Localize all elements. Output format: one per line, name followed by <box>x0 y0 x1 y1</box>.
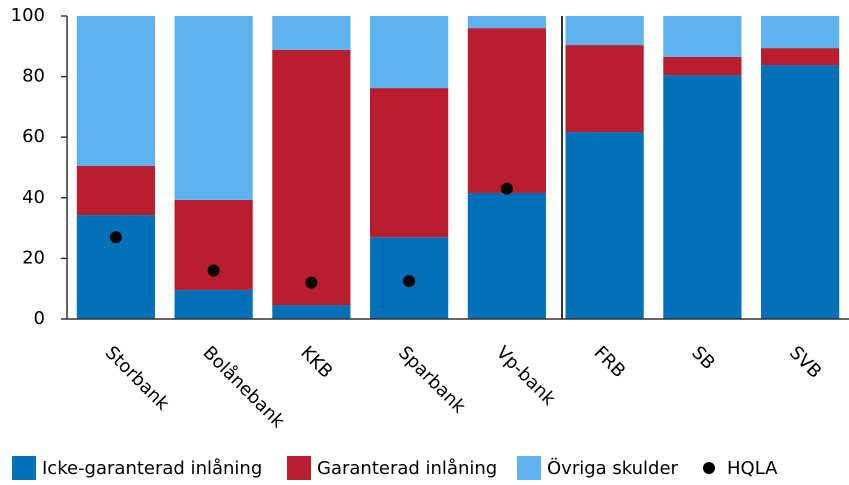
x-tick-label: FRB <box>590 342 630 382</box>
bar-segment <box>174 289 253 319</box>
x-tick-label: SVB <box>785 342 825 382</box>
x-tick-label: Bolånebank <box>199 342 289 432</box>
bar-segment <box>174 16 253 200</box>
bar-segment <box>761 16 840 49</box>
legend-label: Övriga skulder <box>547 457 679 479</box>
bar-segment <box>370 16 449 89</box>
bar-segment <box>565 132 644 319</box>
bar-segment <box>565 45 644 133</box>
bar-segment <box>370 88 449 238</box>
legend-label: Icke-garanterad inlåning <box>42 458 262 479</box>
bar-segment <box>272 305 351 319</box>
x-tick-label: KKB <box>296 342 336 382</box>
legend-label: HQLA <box>727 458 778 479</box>
bar-segment <box>761 48 840 66</box>
y-tick-label: 80 <box>22 66 45 87</box>
hqla-point <box>403 275 416 288</box>
bar-segment <box>467 28 546 193</box>
x-tick-label: Sparbank <box>394 342 470 418</box>
bar-segment <box>467 192 546 319</box>
y-tick-label: 100 <box>11 5 45 26</box>
bar-segment <box>663 56 742 76</box>
legend-swatch <box>12 456 36 480</box>
legend-swatch <box>517 456 541 480</box>
legend-label: Garanterad inlåning <box>317 458 497 479</box>
hqla-point <box>305 276 318 289</box>
bar-segment <box>76 215 155 319</box>
legend-swatch <box>703 462 715 474</box>
x-tick-label: Storbank <box>101 342 174 415</box>
x-tick-label: SB <box>687 342 719 374</box>
bar-segment <box>272 16 351 50</box>
bar-segment <box>565 16 644 46</box>
y-tick-label: 40 <box>22 187 45 208</box>
y-tick-label: 60 <box>22 126 45 147</box>
bar-segment <box>76 165 155 216</box>
legend-swatch <box>287 456 311 480</box>
x-tick-label: Vp-bank <box>492 342 560 410</box>
bar-segment <box>663 16 742 57</box>
hqla-point <box>109 231 122 244</box>
bar-segment <box>272 49 351 306</box>
bar-segment <box>467 16 546 29</box>
y-tick-label: 0 <box>34 308 45 329</box>
bar-segment <box>663 75 742 320</box>
bar-segment <box>761 65 840 319</box>
bar-segment <box>76 16 155 166</box>
hqla-point <box>207 264 220 277</box>
hqla-point <box>500 182 513 195</box>
y-tick-label: 20 <box>22 247 45 268</box>
